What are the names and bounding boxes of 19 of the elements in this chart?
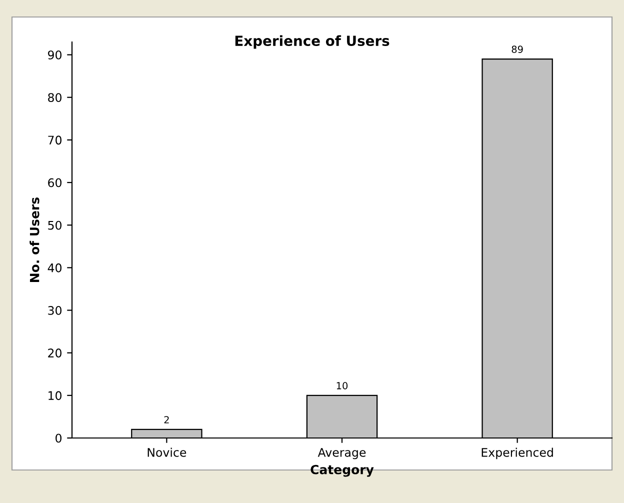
y-tick-label: 20 — [48, 348, 62, 358]
y-tick-label: 90 — [48, 50, 62, 60]
y-tick-label: 60 — [48, 178, 62, 188]
data-label: 2 — [164, 416, 169, 424]
y-tick-label: 40 — [48, 263, 62, 272]
y-tick-label: 70 — [48, 136, 62, 145]
x-tick-label: Novice — [148, 448, 186, 457]
y-tick-label: 30 — [48, 306, 62, 315]
y-tick-label: 50 — [48, 220, 62, 230]
x-tick-label: Average — [318, 448, 366, 460]
y-axis-title: No. of Users — [30, 197, 40, 282]
y-tick-label: 0 — [56, 434, 62, 443]
chart-title: Experience of Users — [235, 35, 390, 49]
y-tick-label: 10 — [48, 391, 62, 400]
data-label: 10 — [336, 382, 348, 390]
data-label: 89 — [512, 46, 523, 53]
y-tick-label: 80 — [48, 93, 62, 102]
x-axis-title: Category — [310, 464, 374, 477]
x-tick-label: Experienced — [482, 448, 553, 460]
